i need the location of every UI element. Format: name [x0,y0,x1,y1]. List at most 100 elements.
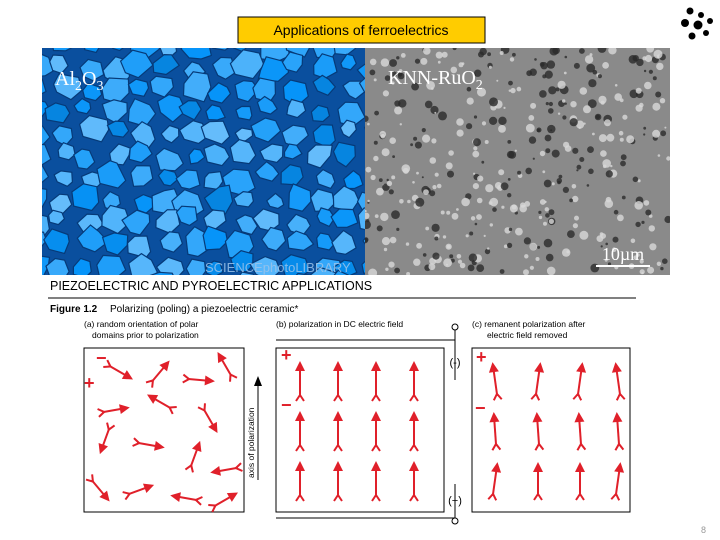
dipole-arrow [295,411,305,452]
arrow-tail [610,492,621,501]
speckle [515,227,523,236]
speckle [484,140,489,144]
minus-sign: − [281,395,292,415]
speckle [429,190,436,197]
speckle [642,56,647,61]
plus-sign: + [476,347,487,367]
speckle [509,204,518,213]
grain-pattern [42,48,365,275]
speckle [422,134,431,143]
speckle [635,221,641,228]
arrow-shaft [492,369,499,396]
speckle [529,265,535,270]
grain [106,120,130,138]
speckle [547,124,556,134]
arrow-head [99,490,110,502]
grain [259,143,284,164]
panel-caption: (a) random orientation of polar [84,319,199,329]
speckle [548,218,555,224]
speckle [556,178,562,184]
grain [212,48,230,51]
speckle [639,102,644,108]
speckle [614,93,622,101]
arrow-shaft [578,419,583,447]
speckle [597,74,603,79]
speckle [466,123,473,130]
speckle [365,166,372,173]
speckle [653,49,663,59]
speckle [446,263,448,266]
speckle [488,65,492,69]
speckle [617,214,624,222]
grain [101,232,129,256]
speckle [519,204,527,213]
speckle [530,102,537,109]
speckle [398,69,403,73]
grain [205,104,227,121]
speckle [586,63,596,73]
arrow-head [409,361,419,371]
speckle [437,60,441,64]
label-part: Al [55,68,75,90]
speckle [544,70,553,79]
grain [155,256,185,275]
speckle [421,128,426,133]
arrow-shaft [534,369,541,396]
grain [188,148,206,165]
arrow-tail [572,392,583,401]
speckle [391,175,396,180]
speckle [492,207,497,212]
speckle [507,193,512,198]
speckle [664,215,670,224]
speckle [378,178,383,183]
arrow-tail [530,392,541,401]
speckle [525,123,535,133]
electrode-label: (+) [448,495,462,507]
speckle [498,116,507,126]
speckle [523,269,529,275]
speckle [528,115,535,121]
dipole-arrow [103,359,133,380]
dipole-arrow [611,362,626,401]
speckle [473,138,481,147]
grain [205,260,224,275]
speckle [555,87,560,92]
grain [159,231,184,253]
logo-dot [698,12,704,18]
speckle [473,115,478,119]
grain [361,260,365,274]
speckle [382,90,389,97]
arrow-tail [106,422,116,432]
speckle [652,102,661,111]
dipole-arrow [217,352,238,382]
arrow-tail [182,373,191,384]
grain [149,271,174,275]
grain [185,258,207,275]
arrow-shaft [493,419,498,447]
speckle [416,171,419,175]
dipole-arrow [333,361,343,402]
arrow-shaft [536,419,541,447]
arrow-tail [533,492,543,501]
speckle [571,184,577,189]
grain [250,117,282,143]
arrow-tail [615,392,626,401]
speckle [488,201,493,205]
grain [316,207,336,228]
speckle [374,110,379,116]
speckle [365,220,371,229]
grain [230,250,254,273]
speckle [639,259,644,264]
arrow-head [159,360,170,372]
speckle [608,48,617,55]
speckle [543,238,553,248]
dipole-arrow [122,483,155,501]
arrow-tail [194,496,203,506]
dipole-arrow [197,403,218,433]
speckle [587,99,597,108]
speckle [666,156,670,161]
dipole-arrow [371,361,381,402]
dipole-arrow [574,412,587,451]
speckle [376,225,383,232]
dipole-arrow [333,411,343,452]
